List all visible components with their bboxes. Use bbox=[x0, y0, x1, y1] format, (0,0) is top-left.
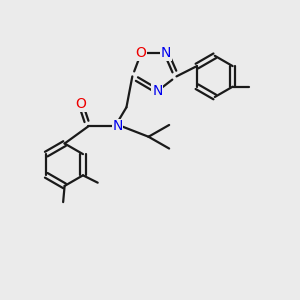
Text: N: N bbox=[152, 84, 163, 98]
Text: N: N bbox=[112, 119, 123, 134]
Text: N: N bbox=[161, 46, 171, 60]
Text: O: O bbox=[75, 98, 86, 111]
Text: O: O bbox=[136, 46, 147, 60]
